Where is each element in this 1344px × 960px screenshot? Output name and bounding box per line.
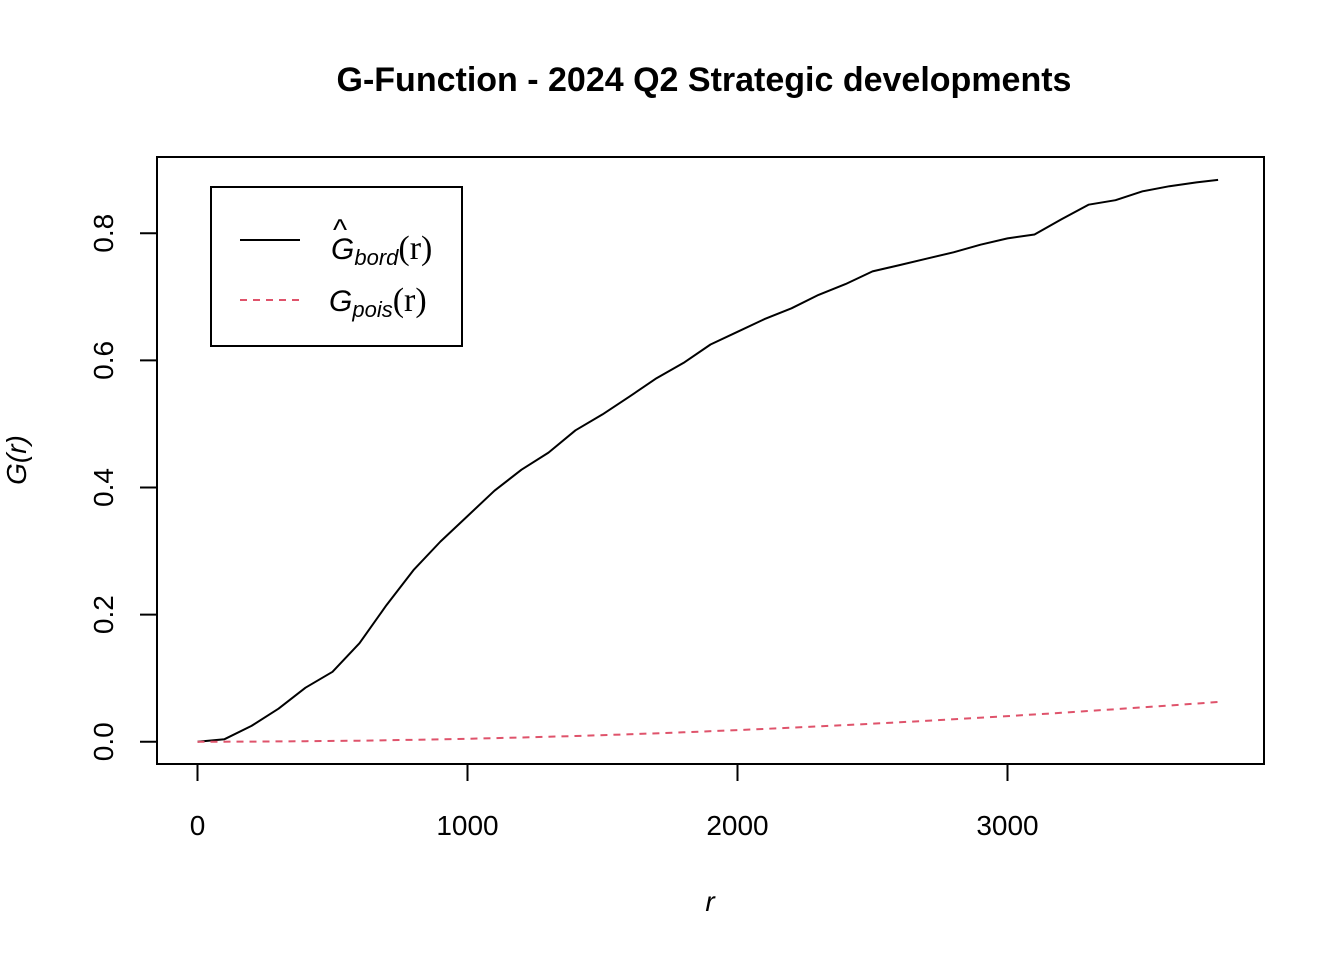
x-tick-label: 3000 <box>976 810 1038 841</box>
x-axis-label: r <box>705 886 716 917</box>
series-line-gpois <box>197 701 1219 743</box>
x-tick-label: 0 <box>190 810 206 841</box>
chart-title: G-Function - 2024 Q2 Strategic developme… <box>337 61 1072 99</box>
x-axis: 0 1000 2000 3000 <box>190 763 1039 841</box>
legend-hat-gbord: ^ <box>333 214 347 247</box>
y-tick-label: 0.0 <box>88 722 119 761</box>
series-line-gbord <box>197 178 1219 743</box>
x-tick-label: 1000 <box>436 810 498 841</box>
y-axis: 0.0 0.2 0.4 0.6 0.8 <box>88 214 158 761</box>
legend-label-gpois: Gpois(r) <box>329 282 427 322</box>
series-layer <box>197 178 1219 743</box>
legend-box <box>210 186 463 347</box>
legend: Gbord(r) ^ Gpois(r) <box>210 186 463 347</box>
y-tick-label: 0.2 <box>88 595 119 634</box>
legend-label-gbord: Gbord(r) <box>331 230 432 270</box>
x-tick-label: 2000 <box>706 810 768 841</box>
y-tick-label: 0.6 <box>88 341 119 380</box>
y-tick-label: 0.8 <box>88 214 119 253</box>
y-axis-label: G(r) <box>1 435 32 485</box>
y-tick-label: 0.4 <box>88 468 119 507</box>
